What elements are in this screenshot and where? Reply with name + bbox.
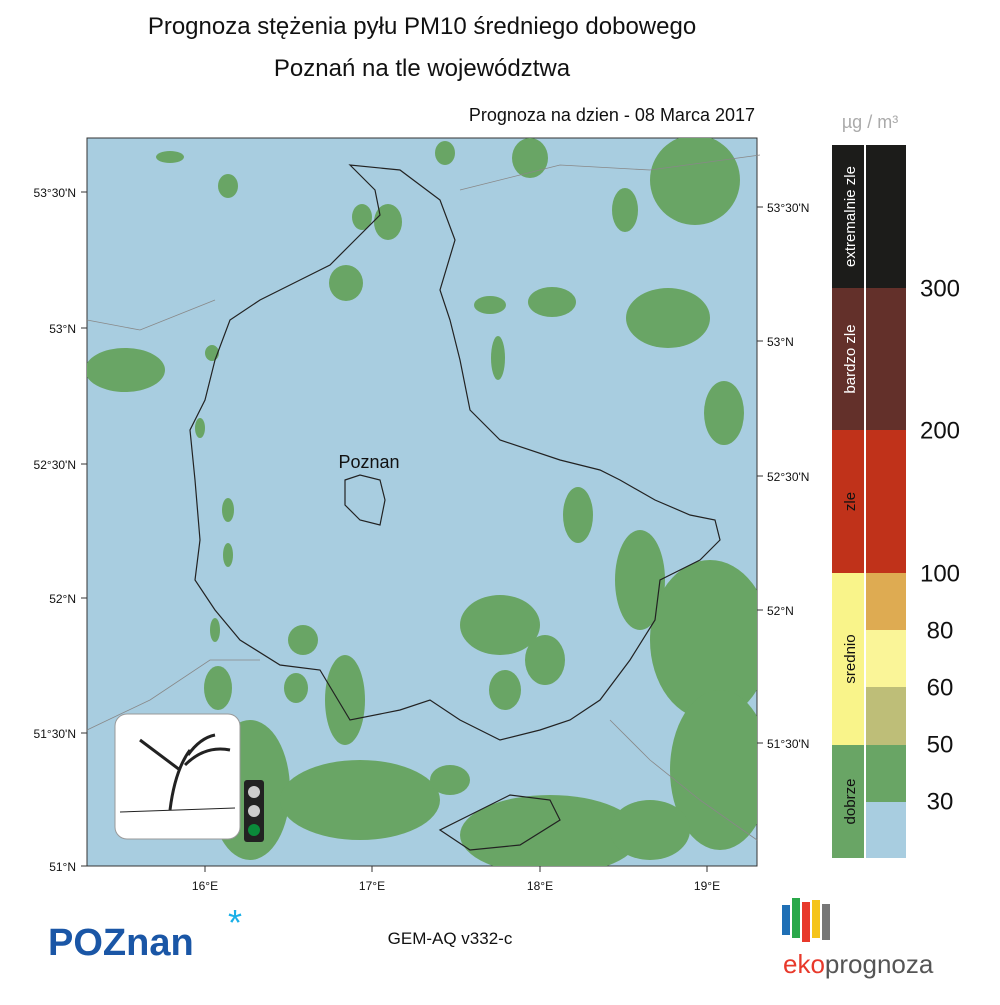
map: Poznan 53°30'N 53°N 52°30'N 52°N 51°30'N 51°N… [34,137,810,893]
lat-label-right: 51°30'N [767,737,809,751]
title: Prognoza stężenia pyłu PM10 średniego do… [148,13,696,40]
legend-category [832,145,864,288]
lat-label-left: 53°30'N [34,186,76,200]
lat-label-left: 53°N [49,322,76,336]
legend-category [832,430,864,573]
lon-label: 18°E [527,879,553,893]
footer: POZnan * GEM-AQ v332-c ekoprognoza [48,898,934,979]
legend-band [866,630,906,687]
axes: 53°30'N 53°N 52°30'N 52°N 51°30'N 51°N 53°30'N… [34,186,810,893]
legend-category-label: bardzo zle [842,324,859,393]
legend-band [866,573,906,630]
lat-label-right: 53°30'N [767,201,809,215]
country-borders [86,154,761,841]
brand-right: prognoza [825,949,934,979]
logo: POZnan [48,922,194,964]
legend-category-label: srednio [842,634,859,683]
brand-left: eko [783,949,825,979]
lat-label-left: 52°30'N [34,458,76,472]
legend-band [866,802,906,858]
date-label: Prognoza na dzien - 08 Marca 2017 [469,105,755,125]
model-label: GEM-AQ v332-c [388,929,513,948]
legend-band [866,745,906,802]
legend-threshold: 80 [927,617,954,644]
legend-threshold: 50 [927,731,954,758]
legend-threshold: 200 [920,417,960,444]
lat-label-right: 52°30'N [767,470,809,484]
legend: µg / m³ extremalnie zle bardzo zle zle sred… [832,112,960,858]
legend-category [832,745,864,858]
city-label: Poznan [338,452,399,472]
lat-label-right: 53°N [767,335,794,349]
region-border [189,164,721,851]
legend-threshold: 100 [920,560,960,587]
subtitle: Poznań na tle województwa [274,55,571,82]
legend-category-label: extremalnie zle [842,166,859,267]
poznan-logo-ornament [114,713,264,842]
brand-bars [782,898,830,942]
legend-band [866,145,906,288]
legend-band [866,687,906,745]
lat-label-right: 52°N [767,604,794,618]
legend-threshold: 30 [927,788,954,815]
legend-unit: µg / m³ [842,112,898,132]
brand: ekoprognoza [783,949,934,979]
lat-label-left: 52°N [49,592,76,606]
lon-label: 19°E [694,879,720,893]
legend-category [832,573,864,745]
lon-label: 16°E [192,879,218,893]
legend-band [866,288,906,430]
legend-category-label: zle [842,492,859,511]
legend-category [832,288,864,430]
lat-label-left: 51°N [49,860,76,874]
lon-label: 17°E [359,879,385,893]
legend-threshold: 60 [927,674,954,701]
logo-asterisk: * [228,902,242,943]
legend-band [866,430,906,573]
lat-label-left: 51°30'N [34,727,76,741]
legend-threshold: 300 [920,275,960,302]
legend-category-label: dobrze [842,779,859,825]
